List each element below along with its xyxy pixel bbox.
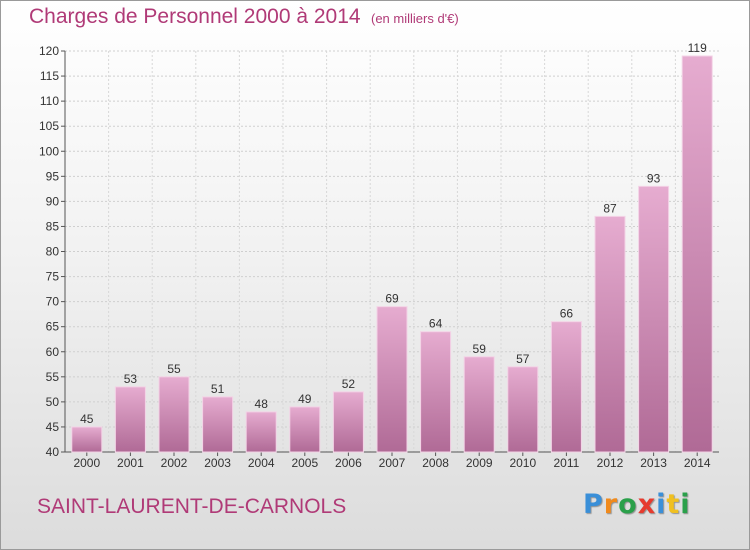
value-label: 69 bbox=[385, 292, 399, 306]
y-tick-label: 40 bbox=[46, 445, 60, 459]
bar bbox=[463, 356, 495, 453]
y-tick-label: 70 bbox=[46, 295, 60, 309]
x-tick-label: 2003 bbox=[204, 456, 231, 470]
value-label: 52 bbox=[342, 377, 356, 391]
value-label: 55 bbox=[167, 362, 181, 376]
proxiti-logo: Proxiti bbox=[583, 489, 691, 520]
x-tick-label: 2004 bbox=[248, 456, 275, 470]
bar bbox=[289, 406, 321, 453]
value-label: 57 bbox=[516, 352, 530, 366]
value-label: 45 bbox=[80, 412, 94, 426]
labels: 40 45 50 55 60 65 70 75 80 85 90 95 100 105 110 115 120 4… bbox=[39, 41, 711, 470]
y-tick-label: 85 bbox=[46, 219, 60, 233]
logo-letter: P bbox=[583, 489, 604, 520]
y-tick-label: 55 bbox=[46, 370, 60, 384]
y-tick-label: 50 bbox=[46, 395, 60, 409]
x-tick-label: 2009 bbox=[466, 456, 493, 470]
y-tick-label: 115 bbox=[40, 69, 59, 83]
bar bbox=[420, 331, 452, 453]
value-label: 59 bbox=[473, 342, 487, 356]
x-tick-label: 2006 bbox=[335, 456, 362, 470]
x-tick-label: 2005 bbox=[291, 456, 318, 470]
x-tick-label: 2010 bbox=[509, 456, 536, 470]
bar bbox=[507, 366, 539, 453]
x-tick-label: 2000 bbox=[73, 456, 100, 470]
value-label: 119 bbox=[688, 41, 707, 55]
y-tick-label: 105 bbox=[39, 119, 59, 133]
bar bbox=[376, 306, 408, 453]
bar bbox=[638, 185, 670, 453]
bar bbox=[71, 426, 103, 453]
y-tick-label: 80 bbox=[46, 245, 60, 259]
y-tick-label: 60 bbox=[46, 345, 60, 359]
logo-letter: o bbox=[618, 489, 638, 520]
y-tick-label: 100 bbox=[39, 144, 59, 158]
bar bbox=[594, 215, 626, 453]
logo-letter: i bbox=[656, 489, 667, 520]
value-label: 51 bbox=[211, 382, 225, 396]
logo-letter: t bbox=[666, 489, 681, 520]
logo-letter: i bbox=[680, 489, 691, 520]
y-tick-label: 65 bbox=[46, 320, 60, 334]
chart-subtitle: (en milliers d'€) bbox=[371, 11, 459, 26]
bar bbox=[245, 411, 277, 453]
y-tick-label: 120 bbox=[39, 44, 59, 58]
x-tick-label: 2014 bbox=[684, 456, 711, 470]
x-tick-label: 2007 bbox=[379, 456, 406, 470]
bar bbox=[114, 386, 146, 453]
value-label: 53 bbox=[124, 372, 138, 386]
chart-title: Charges de Personnel 2000 à 2014 bbox=[29, 5, 361, 28]
value-label: 66 bbox=[560, 307, 574, 321]
x-tick-label: 2012 bbox=[597, 456, 624, 470]
value-label: 49 bbox=[298, 392, 312, 406]
y-tick-label: 95 bbox=[46, 169, 60, 183]
value-label: 87 bbox=[603, 201, 617, 215]
y-tick-label: 90 bbox=[46, 194, 60, 208]
y-tick-label: 110 bbox=[40, 94, 59, 108]
bar bbox=[681, 55, 713, 453]
value-label: 48 bbox=[255, 397, 269, 411]
x-tick-label: 2011 bbox=[553, 456, 579, 470]
x-tick-label: 2001 bbox=[117, 456, 144, 470]
bars bbox=[71, 55, 713, 453]
bar bbox=[202, 396, 234, 453]
logo-letter: r bbox=[603, 489, 619, 520]
bar bbox=[158, 376, 190, 453]
bar bbox=[332, 391, 364, 453]
commune-name: SAINT-LAURENT-DE-CARNOLS bbox=[37, 495, 347, 518]
value-label: 93 bbox=[647, 171, 661, 185]
y-tick-label: 45 bbox=[46, 420, 60, 434]
value-label: 64 bbox=[429, 317, 443, 331]
y-tick-label: 75 bbox=[46, 270, 60, 284]
x-tick-label: 2013 bbox=[640, 456, 667, 470]
logo-letter: x bbox=[637, 489, 657, 520]
bar bbox=[550, 321, 582, 453]
x-tick-label: 2002 bbox=[161, 456, 188, 470]
x-tick-label: 2008 bbox=[422, 456, 449, 470]
